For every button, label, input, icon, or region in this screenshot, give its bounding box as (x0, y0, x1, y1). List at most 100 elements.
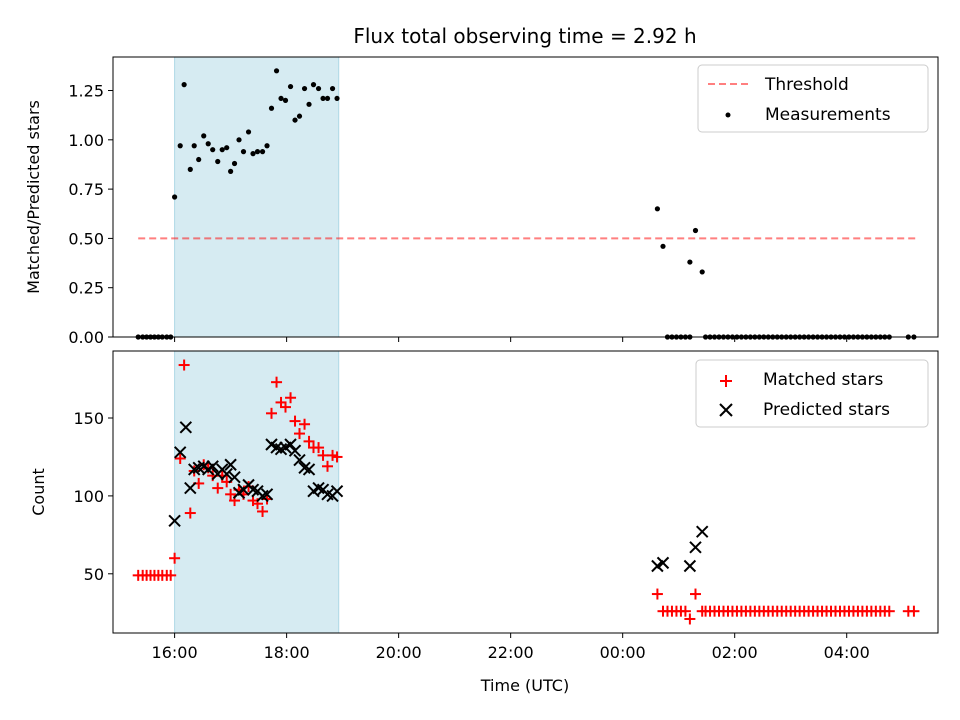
bottom-panel: 50 100 150 16:00 18:00 20:00 22:00 00:00 02:00 0… (29, 350, 939, 695)
top-legend-box (697, 64, 929, 133)
top-observing-span (174, 56, 340, 338)
x-tick-label: 16:00 (152, 643, 198, 662)
matched-star-point (303, 435, 315, 447)
chart-title: Flux total observing time = 2.92 h (353, 24, 696, 48)
measurement-point (245, 129, 252, 135)
predicted-star-point (179, 421, 193, 434)
legend-threshold-label: Threshold (764, 75, 849, 95)
matched-star-point (271, 376, 283, 388)
predicted-star-point (224, 458, 237, 471)
measurement-point (324, 95, 331, 102)
matched-star-point (225, 488, 237, 500)
bottom-y-axis: 50 100 150 (73, 409, 113, 584)
top-panel: 0.00 0.25 0.50 0.75 1.00 1.25 Matched/Predict… (24, 56, 939, 347)
measurement-point (654, 206, 660, 212)
predicted-star-point (206, 460, 219, 473)
measurement-point (201, 133, 207, 139)
top-legend: Threshold Measurements (697, 64, 929, 133)
bottom-x-axis: 16:00 18:00 20:00 22:00 00:00 02:00 04:00 (152, 633, 870, 662)
measurement-point (310, 82, 317, 88)
measurement-point (692, 227, 699, 234)
legend-matched-swatch (720, 375, 732, 387)
measurement-point (687, 259, 693, 265)
matched-star-point (280, 401, 292, 413)
measurement-point (228, 168, 234, 174)
measurement-point (334, 95, 340, 102)
y-tick-label: 1.25 (68, 82, 104, 101)
measurement-point (329, 85, 336, 92)
matched-star-point (331, 451, 343, 463)
matched-star-point (174, 453, 186, 465)
measurement-point (320, 95, 326, 102)
predicted-star-point (220, 467, 233, 481)
matched-star-point (285, 392, 297, 404)
predicted-star-point (284, 438, 297, 451)
measurement-point (306, 101, 312, 107)
measurement-point (231, 160, 238, 167)
y-tick-label: 0.50 (68, 229, 104, 248)
matched-star-point (684, 613, 696, 625)
predicted-star-point (184, 481, 197, 495)
measurement-point (191, 143, 197, 149)
matched-star-point (289, 415, 301, 427)
predicted-star-point (174, 446, 187, 459)
matched-star-point (313, 442, 325, 454)
x-tick-label: 02:00 (712, 643, 758, 662)
measurement-point (287, 83, 294, 90)
y-tick-label: 150 (73, 409, 104, 428)
matched-star-point (257, 505, 269, 517)
matched-star-point (165, 569, 177, 581)
top-y-axis: 0.00 0.25 0.50 0.75 1.00 1.25 (68, 82, 113, 347)
matched-star-point (317, 449, 329, 461)
measurement-point (215, 158, 221, 165)
top-y-axis-label: Matched/Predicted stars (24, 100, 43, 294)
measurement-point (282, 97, 289, 103)
y-tick-label: 50 (84, 565, 104, 584)
legend-predicted-swatch (719, 403, 733, 417)
matched-star-point (322, 460, 334, 472)
predicted-star-point (302, 463, 316, 476)
predicted-star-point (330, 485, 344, 498)
measurement-point (268, 105, 275, 111)
matched-star-point (294, 428, 306, 440)
predicted-star-point (656, 556, 670, 570)
y-tick-label: 0.75 (68, 180, 104, 199)
predicted-star-point (293, 453, 306, 467)
predicted-star-point (168, 514, 181, 528)
y-tick-label: 1.00 (68, 131, 104, 150)
matched-star-point (908, 605, 920, 617)
measurement-point (259, 149, 266, 155)
matched-star-point (184, 507, 196, 519)
measurement-point (301, 85, 308, 92)
measurement-point (240, 149, 247, 155)
y-tick-label: 0.00 (68, 328, 104, 347)
measurement-point (210, 147, 216, 153)
measurement-point (699, 269, 705, 275)
matched-star-point (679, 605, 691, 617)
measurement-point (196, 156, 202, 163)
matched-star-point (169, 552, 181, 564)
predicted-star-point (260, 488, 274, 501)
matched-star-point (266, 407, 278, 419)
measurement-points (135, 68, 917, 340)
measurement-point (278, 95, 284, 102)
measurement-point (315, 85, 322, 92)
measurement-point (250, 151, 256, 157)
predicted-star-point (228, 470, 241, 484)
predicted-star-point (689, 541, 702, 554)
predicted-star-point (695, 525, 709, 538)
predicted-star-point (683, 559, 697, 573)
bottom-legend: Matched stars Predicted stars (695, 359, 929, 428)
top-plot-frame (112, 56, 939, 338)
measurement-point (219, 147, 225, 153)
legend-measurements-swatch (725, 112, 731, 118)
matched-star-point (178, 359, 190, 371)
x-axis-label: Time (UTC) (480, 676, 569, 695)
bottom-y-axis-label: Count (29, 468, 48, 516)
measurement-point (205, 141, 211, 147)
top-x-ticks (174, 337, 848, 342)
matched-star-point (651, 588, 663, 600)
measurement-point (254, 149, 261, 155)
measurement-point (177, 143, 183, 149)
